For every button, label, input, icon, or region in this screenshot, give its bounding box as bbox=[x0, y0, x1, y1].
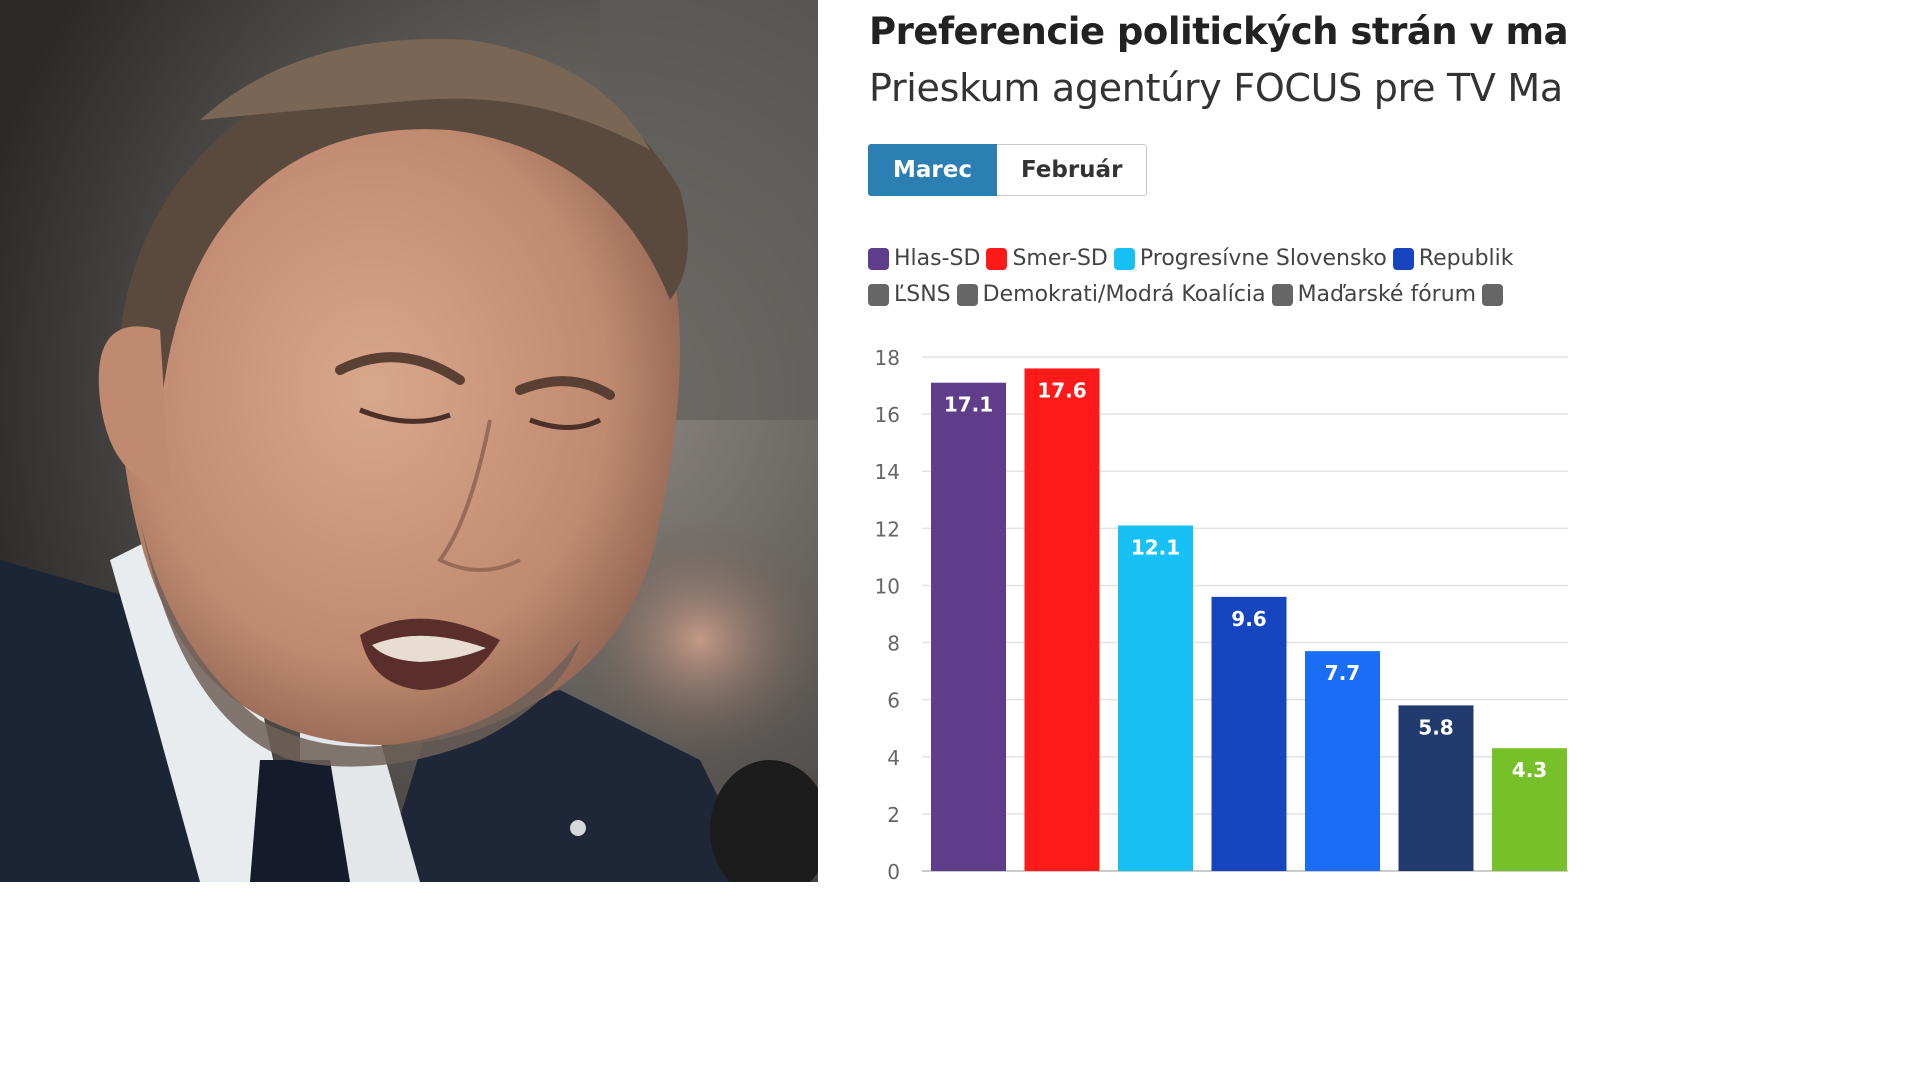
bar bbox=[1305, 651, 1380, 871]
legend-row-1: Hlas-SD Smer-SD Progresívne Slovensko Re… bbox=[868, 246, 1520, 271]
legend-label: Smer-SD bbox=[1012, 246, 1108, 271]
chart-panel: Preferencie politických strán v mar Prie… bbox=[822, 0, 1568, 882]
image-divider bbox=[818, 0, 822, 882]
legend-item-progresivne-slovensko[interactable]: Progresívne Slovensko bbox=[1113, 246, 1387, 271]
bar bbox=[931, 382, 1006, 871]
legend-row-2: ĽSNS Demokrati/Modrá Koalícia Maďarské f… bbox=[868, 282, 1514, 307]
legend-item-republika[interactable]: Republik bbox=[1392, 246, 1514, 271]
y-tick-label: 2 bbox=[887, 803, 900, 827]
bar-value-label: 7.7 bbox=[1325, 661, 1360, 685]
legend-item-hlas-sd[interactable]: Hlas-SD bbox=[868, 246, 980, 271]
legend-swatch bbox=[1482, 283, 1504, 306]
month-tabs: Marec Február bbox=[868, 144, 1148, 196]
legend-swatch bbox=[1113, 247, 1135, 270]
y-tick-label: 6 bbox=[887, 689, 900, 713]
y-tick-label: 12 bbox=[875, 517, 900, 541]
y-tick-label: 4 bbox=[887, 746, 900, 770]
bar bbox=[1492, 748, 1567, 871]
legend-swatch bbox=[986, 247, 1008, 270]
photo-illustration bbox=[0, 0, 818, 882]
legend-item-madarske-forum[interactable]: Maďarské fórum bbox=[1271, 282, 1477, 307]
bar bbox=[1398, 705, 1474, 871]
chart-title: Preferencie politických strán v mar bbox=[869, 10, 1568, 53]
legend-label: Republik bbox=[1418, 246, 1514, 271]
legend-swatch bbox=[1392, 247, 1414, 270]
legend-label: Progresívne Slovensko bbox=[1139, 246, 1387, 271]
legend-label: Maďarské fórum bbox=[1297, 282, 1477, 307]
chart-subtitle: Prieskum agentúry FOCUS pre TV Ma bbox=[869, 66, 1563, 110]
politician-photo bbox=[0, 0, 818, 882]
y-tick-label: 18 bbox=[875, 346, 900, 370]
legend-swatch bbox=[1271, 283, 1293, 306]
legend-label: Hlas-SD bbox=[894, 246, 981, 271]
legend-swatch bbox=[956, 283, 978, 306]
legend-item-cut-off[interactable] bbox=[1482, 283, 1508, 306]
legend-item-smer-sd[interactable]: Smer-SD bbox=[986, 246, 1108, 271]
bar-value-label: 5.8 bbox=[1418, 715, 1453, 739]
y-tick-label: 10 bbox=[875, 574, 900, 598]
bar bbox=[1211, 596, 1287, 871]
bar-value-label: 9.6 bbox=[1231, 607, 1266, 631]
bar-value-label: 17.6 bbox=[1037, 378, 1086, 402]
bar-value-label: 12.1 bbox=[1131, 535, 1180, 559]
y-tick-label: 16 bbox=[875, 403, 900, 427]
legend-label: ĽSNS bbox=[894, 282, 951, 307]
y-tick-label: 14 bbox=[875, 460, 900, 484]
tab-marec[interactable]: Marec bbox=[868, 144, 997, 196]
legend-swatch bbox=[868, 283, 889, 306]
legend-swatch bbox=[868, 247, 889, 270]
bar bbox=[1024, 368, 1100, 871]
legend-label: Demokrati/Modrá Koalícia bbox=[982, 282, 1266, 307]
bar bbox=[1118, 525, 1193, 871]
y-tick-label: 0 bbox=[887, 860, 900, 882]
bar-chart: 0 2 4 6 8 10 12 14 16 18 17.1 17.6 12.1 9.6 7.7 5.8 4.3 bbox=[875, 346, 1568, 882]
bar-value-label: 4.3 bbox=[1512, 758, 1547, 782]
y-tick-label: 8 bbox=[887, 632, 900, 656]
tab-februar[interactable]: Február bbox=[996, 144, 1148, 196]
legend-item-demokrati-modra-koalicia[interactable]: Demokrati/Modrá Koalícia bbox=[956, 282, 1266, 307]
legend-item-lsns[interactable]: ĽSNS bbox=[868, 282, 951, 307]
bar-value-label: 17.1 bbox=[944, 393, 993, 417]
